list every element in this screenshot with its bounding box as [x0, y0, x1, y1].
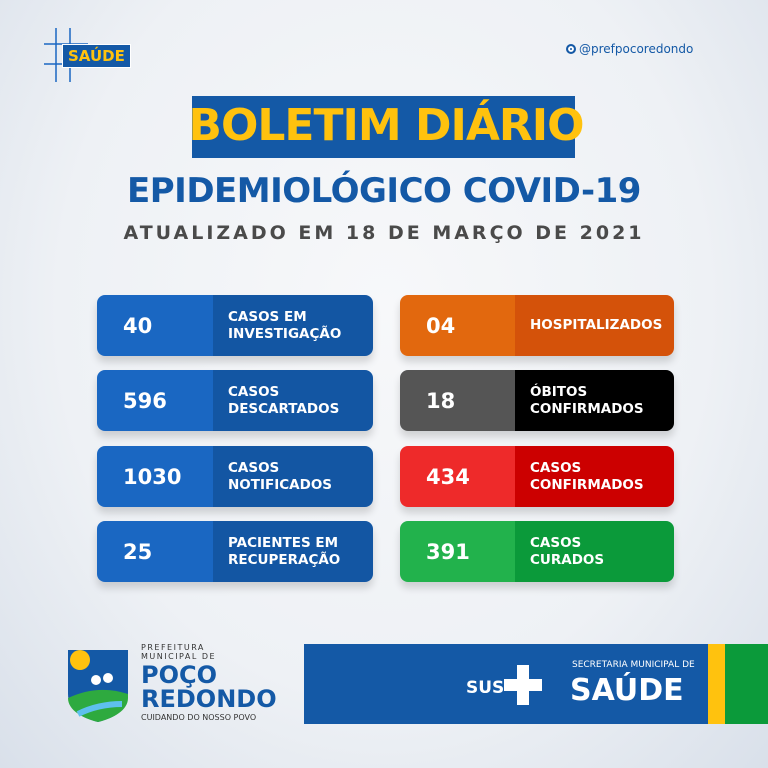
page-title: BOLETIM DIÁRIO — [188, 100, 584, 151]
saude-badge: SAÚDE — [62, 44, 131, 68]
stat-value: 1030 — [97, 446, 213, 507]
stat-label: INVESTIGAÇÃO — [228, 325, 342, 342]
stat-label: CURADOS — [530, 551, 605, 568]
city-slogan: CUIDANDO DO NOSSO POVO — [141, 713, 257, 722]
stat-label: CASOS EM — [228, 308, 307, 325]
page-subtitle: EPIDEMIOLÓGICO COVID-19 — [127, 171, 641, 211]
stat-card-hospitalizados: 04 HOSPITALIZADOS — [400, 295, 674, 356]
title-background — [192, 96, 575, 158]
stat-card-curados: 391 CASOS CURADOS — [400, 521, 674, 582]
stat-label: CONFIRMADOS — [530, 400, 644, 417]
flag-stripe-green — [725, 644, 768, 724]
stat-value: 596 — [97, 370, 213, 431]
stat-label: NOTIFICADOS — [228, 476, 333, 493]
city-crest-logo — [68, 650, 128, 722]
flag-stripe-yellow — [708, 644, 725, 724]
stat-label: CONFIRMADOS — [530, 476, 644, 493]
stat-card-confirmados: 434 CASOS CONFIRMADOS — [400, 446, 674, 507]
prefeitura-label: PREFEITURA MUNICIPAL DE — [141, 643, 217, 661]
city-name: POÇO REDONDO — [141, 661, 277, 713]
stat-value: 391 — [400, 521, 515, 582]
update-date: ATUALIZADO EM 18 DE MARÇO DE 2021 — [123, 222, 645, 244]
stat-label: RECUPERAÇÃO — [228, 551, 341, 568]
social-handle[interactable]: @prefpocoredondo — [566, 42, 693, 56]
stat-card-recuperacao: 25 PACIENTES EM RECUPERAÇÃO — [97, 521, 373, 582]
sus-cross-icon — [504, 665, 542, 705]
secretaria-label: SECRETARIA MUNICIPAL DE — [572, 660, 695, 670]
sus-label: SUS — [466, 678, 505, 698]
stat-value: 25 — [97, 521, 213, 582]
stat-label: CASOS — [228, 459, 280, 476]
stat-label: CASOS — [530, 534, 582, 551]
stat-value: 40 — [97, 295, 213, 356]
stat-card-investigacao: 40 CASOS EM INVESTIGAÇÃO — [97, 295, 373, 356]
stat-card-descartados: 596 CASOS DESCARTADOS — [97, 370, 373, 431]
stat-label: DESCARTADOS — [228, 400, 340, 417]
saude-label: SAÚDE — [570, 673, 684, 708]
stat-label: CASOS — [228, 383, 280, 400]
stat-value: 434 — [400, 446, 515, 507]
stat-label: PACIENTES EM — [228, 534, 339, 551]
social-handle-text: @prefpocoredondo — [579, 42, 694, 56]
stat-value: 18 — [400, 370, 515, 431]
stat-value: 04 — [400, 295, 515, 356]
stat-label: HOSPITALIZADOS — [530, 317, 663, 333]
stat-card-obitos: 18 ÓBITOS CONFIRMADOS — [400, 370, 674, 431]
stat-label: CASOS — [530, 459, 582, 476]
stat-label: ÓBITOS — [530, 383, 588, 400]
instagram-icon — [566, 44, 576, 54]
stat-card-notificados: 1030 CASOS NOTIFICADOS — [97, 446, 373, 507]
